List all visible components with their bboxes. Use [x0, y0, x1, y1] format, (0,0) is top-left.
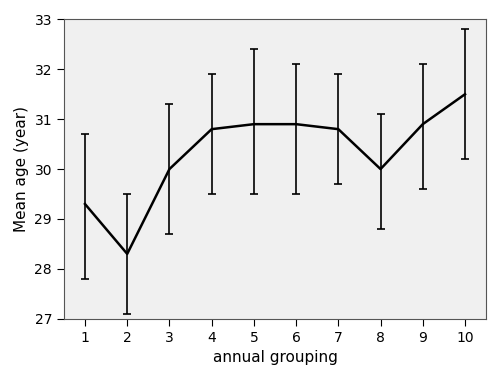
Y-axis label: Mean age (year): Mean age (year): [14, 106, 29, 232]
X-axis label: annual grouping: annual grouping: [212, 350, 338, 365]
